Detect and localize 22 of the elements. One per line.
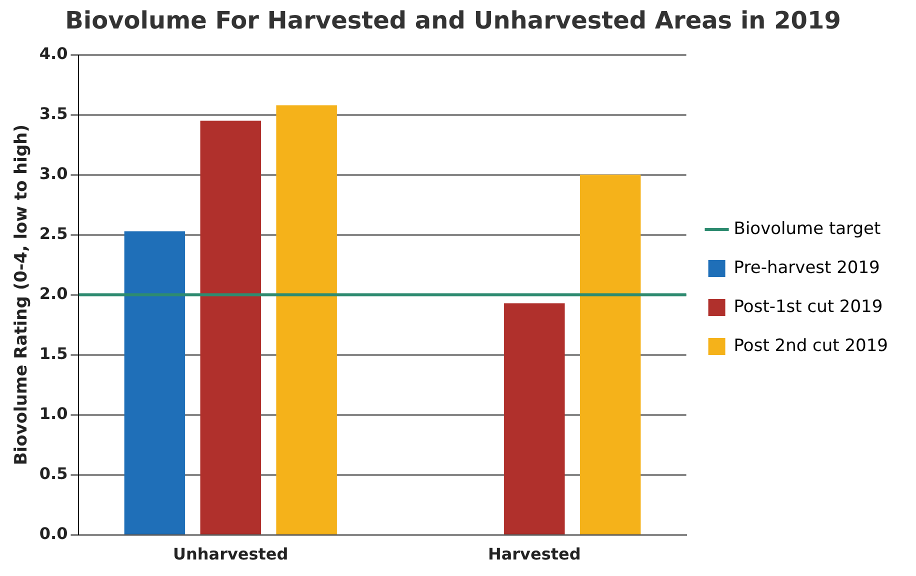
chart-title: Biovolume For Harvested and Unharvested Areas in 2019: [65, 6, 841, 35]
y-tick-label: 2.5: [39, 224, 68, 243]
legend-label: Post-1st cut 2019: [734, 296, 883, 317]
x-tick-label: Harvested: [488, 544, 581, 564]
bar: [124, 231, 186, 534]
y-tick-label: 3.0: [39, 164, 68, 183]
y-tick-label: 0.5: [39, 464, 68, 483]
y-tick-label: 0.0: [39, 524, 68, 543]
legend-label: Pre-harvest 2019: [734, 258, 880, 278]
y-tick-label: 2.0: [39, 284, 68, 303]
y-tick-label: 3.5: [39, 104, 68, 123]
y-axis-title: Biovolume Rating (0-4, low to high): [12, 124, 32, 466]
legend-label: Post 2nd cut 2019: [734, 336, 888, 356]
legend-label: Biovolume target: [734, 218, 881, 239]
bar: [504, 303, 565, 534]
bar: [200, 120, 262, 534]
x-tick-label: Unharvested: [173, 544, 288, 564]
y-tick-label: 1.5: [39, 344, 68, 363]
y-tick-label: 4.0: [39, 44, 68, 63]
y-tick-label: 1.0: [39, 404, 68, 423]
bar: [580, 174, 641, 534]
bar: [276, 105, 337, 534]
